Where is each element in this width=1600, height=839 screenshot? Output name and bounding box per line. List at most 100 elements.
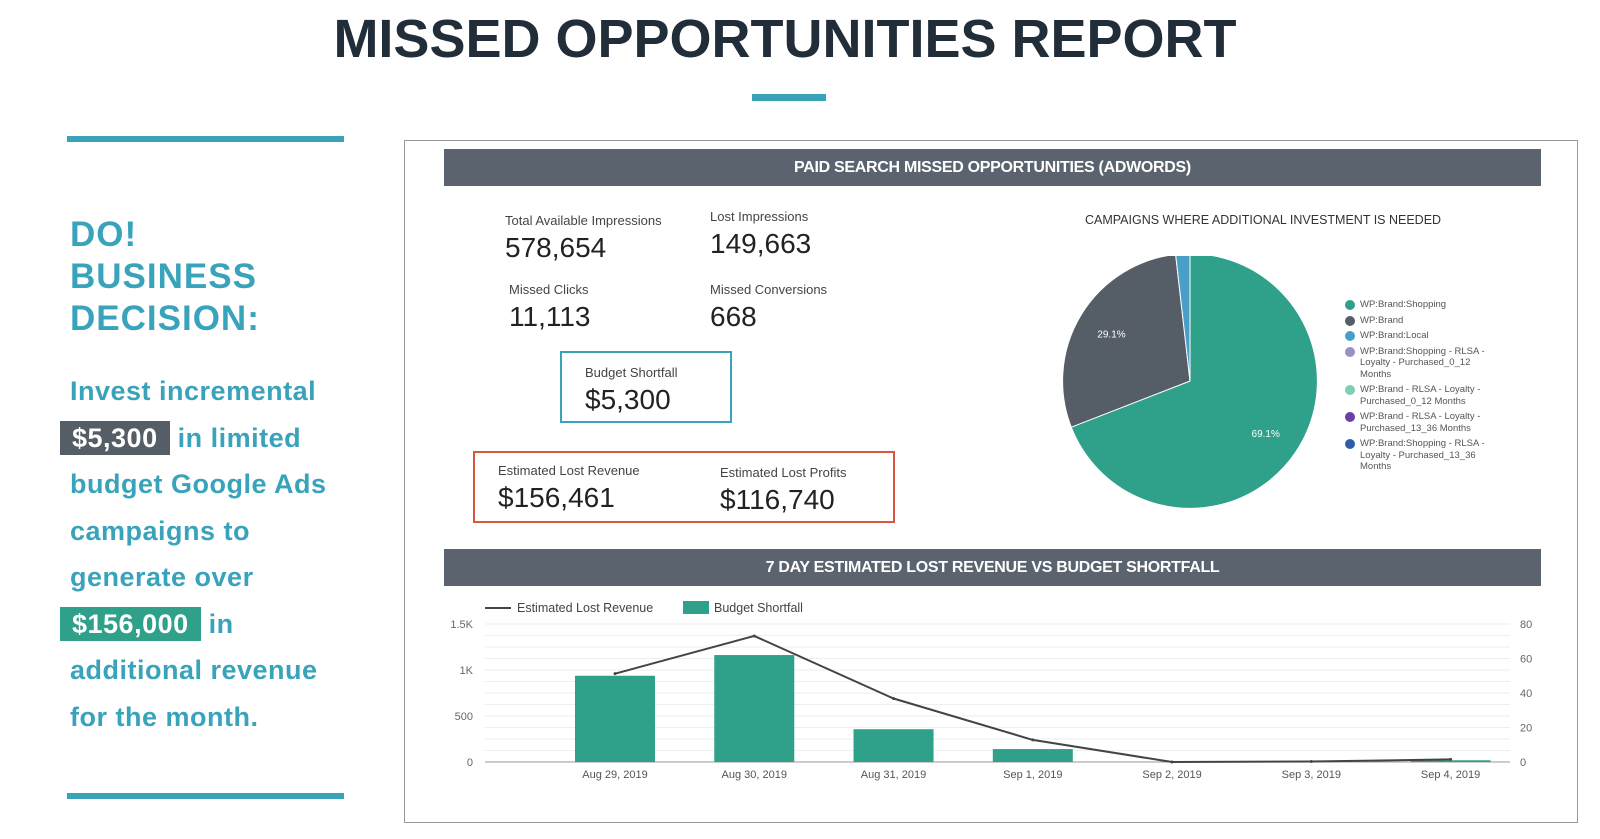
legend-label: WP:Brand — [1360, 314, 1404, 326]
pie-slice[interactable] — [1175, 256, 1191, 382]
legend-dot-icon — [1345, 439, 1355, 449]
report-panel: PAID SEARCH MISSED OPPORTUNITIES (ADWORD… — [404, 140, 1578, 823]
line-point[interactable] — [613, 672, 617, 676]
right-axis-tick: 80 — [1520, 619, 1532, 631]
left-axis-tick: 1.5K — [450, 619, 473, 631]
x-axis-tick: Sep 2, 2019 — [1142, 769, 1201, 781]
title-underline — [752, 94, 826, 101]
kpi-value: $5,300 — [585, 384, 671, 415]
right-axis-tick: 60 — [1520, 654, 1532, 666]
legend-dot-icon — [1345, 315, 1355, 326]
pie-legend: WP:Brand:Shopping WP:Brand WP:Brand:Local W… — [1345, 299, 1495, 477]
bar[interactable] — [992, 749, 1073, 762]
kpi-lost-profits: Estimated Lost Profits $116,740 — [720, 465, 846, 516]
right-axis-tick: 40 — [1520, 688, 1532, 700]
left-axis-tick: 1K — [460, 665, 474, 677]
kpi-value: $116,740 — [720, 484, 835, 515]
divider-bottom — [67, 793, 344, 799]
line-point[interactable] — [1031, 738, 1035, 742]
lost-revenue-box: Estimated Lost Revenue $156,461 Estimated… — [473, 451, 895, 523]
heading-line: BUSINESS — [70, 257, 257, 296]
line-point[interactable] — [1309, 760, 1313, 764]
pie-chart: 69.1% 29.1% — [1062, 256, 1318, 509]
legend-label: WP:Brand:Local — [1360, 330, 1429, 341]
legend-dot-icon — [1345, 412, 1355, 422]
bar[interactable] — [575, 675, 655, 762]
side-text: Invest incremental $5,300 in limited bud… — [60, 368, 360, 740]
right-axis-tick: 20 — [1520, 723, 1532, 735]
legend-label: Budget Shortfall — [714, 601, 803, 615]
budget-shortfall-box: Budget Shortfall $5,300 — [560, 351, 732, 423]
legend-dot-icon — [1345, 346, 1355, 357]
kpi-lost-revenue: Estimated Lost Revenue $156,461 — [498, 463, 640, 514]
legend-label: WP:Brand:Shopping - RLSA - Loyalty - Pur… — [1360, 345, 1485, 380]
right-axis-tick: 0 — [1520, 757, 1526, 769]
kpi-label: Estimated Lost Revenue — [498, 463, 640, 478]
legend-item[interactable]: WP:Brand - RLSA - Loyalty - Purchased_13… — [1345, 411, 1495, 434]
page-title: MISSED OPPORTUNITIES REPORT — [333, 9, 1237, 69]
combo-chart: 0 500 1K 1.5K 0 20 40 60 80 Aug 29, 2019 Aug 30, 2… — [450, 601, 1532, 781]
pie-slice-label: 29.1% — [1097, 330, 1125, 341]
kpi-label: Lost Impressions — [710, 209, 809, 224]
legend-item[interactable]: WP:Brand:Shopping - RLSA - Loyalty - Pur… — [1345, 438, 1495, 473]
kpi-label: Missed Conversions — [710, 282, 828, 297]
left-axis-tick: 500 — [455, 711, 473, 723]
kpi-label: Budget Shortfall — [585, 365, 678, 380]
kpi-lost-impressions: Lost Impressions 149,663 — [710, 209, 811, 260]
legend-label: Estimated Lost Revenue — [517, 601, 653, 615]
left-axis-tick: 0 — [467, 757, 473, 769]
pie-title: CAMPAIGNS WHERE ADDITIONAL INVESTMENT IS… — [1085, 213, 1442, 227]
legend-dot-icon — [1345, 385, 1355, 395]
kpi-missed-clicks: Missed Clicks 11,113 — [509, 282, 590, 333]
kpi-total-impressions: Total Available Impressions 578,654 — [505, 213, 662, 264]
legend-item[interactable]: WP:Brand:Local — [1345, 330, 1495, 342]
legend-item[interactable]: WP:Brand - RLSA - Loyalty - Purchased_0_… — [1345, 384, 1495, 407]
kpi-value: 149,663 — [710, 228, 812, 259]
legend-label: WP:Brand:Shopping - RLSA - Loyalty - Pur… — [1360, 438, 1485, 472]
x-axis-tick: Aug 30, 2019 — [722, 769, 787, 781]
heading-line: DECISION: — [70, 299, 260, 338]
amount-highlight: $156,000 — [60, 606, 201, 641]
line-point[interactable] — [1170, 760, 1174, 764]
pie-slice[interactable] — [1070, 256, 1318, 509]
legend-label: WP:Brand - RLSA - Loyalty - Purchased_0_… — [1360, 384, 1481, 407]
bar[interactable] — [853, 729, 934, 762]
pie-slice-label: 69.1% — [1252, 429, 1280, 440]
divider-top — [67, 136, 344, 142]
legend-item[interactable]: WP:Brand:Shopping — [1345, 299, 1495, 311]
line-point[interactable] — [752, 634, 756, 638]
legend-bar-icon — [683, 601, 709, 614]
kpi-value: 578,654 — [505, 232, 607, 263]
legend-label: WP:Brand:Shopping — [1360, 299, 1447, 310]
kpi-value: $156,461 — [498, 482, 615, 513]
bar[interactable] — [714, 655, 795, 762]
kpi-label: Missed Clicks — [509, 282, 589, 297]
x-axis-tick: Aug 29, 2019 — [582, 769, 647, 781]
text: in additional revenue for the month. — [70, 608, 318, 732]
kpi-label: Estimated Lost Profits — [720, 465, 847, 480]
legend-dot-icon — [1345, 331, 1355, 341]
line-point[interactable] — [1449, 757, 1453, 761]
x-axis-tick: Aug 31, 2019 — [861, 769, 926, 781]
x-axis-tick: Sep 3, 2019 — [1282, 769, 1341, 781]
legend-item[interactable]: WP:Brand:Shopping - RLSA - Loyalty - Pur… — [1345, 346, 1495, 381]
kpi-missed-conversions: Missed Conversions 668 — [710, 282, 827, 333]
amount-highlight: $5,300 — [60, 420, 170, 455]
kpi-label: Total Available Impressions — [505, 213, 662, 228]
x-axis-tick: Sep 4, 2019 — [1421, 769, 1480, 781]
line-point[interactable] — [892, 697, 896, 701]
text: Invest incremental — [70, 376, 317, 406]
text: in limited budget Google Ads campaigns t… — [70, 422, 327, 593]
kpi-value: 11,113 — [509, 301, 591, 332]
x-axis-tick: Sep 1, 2019 — [1003, 769, 1062, 781]
panel-header: PAID SEARCH MISSED OPPORTUNITIES (ADWORD… — [444, 149, 1541, 186]
legend-dot-icon — [1345, 300, 1355, 310]
legend-label: WP:Brand - RLSA - Loyalty - Purchased_13… — [1360, 411, 1481, 434]
heading-line: DO! — [70, 215, 138, 254]
chart-header: 7 DAY ESTIMATED LOST REVENUE VS BUDGET S… — [444, 549, 1541, 586]
pie-slice[interactable] — [1062, 256, 1191, 428]
kpi-value: 668 — [710, 301, 757, 332]
bar[interactable] — [1410, 760, 1491, 762]
side-heading: DO! BUSINESS DECISION: — [70, 214, 260, 340]
legend-item[interactable]: WP:Brand — [1345, 315, 1495, 327]
